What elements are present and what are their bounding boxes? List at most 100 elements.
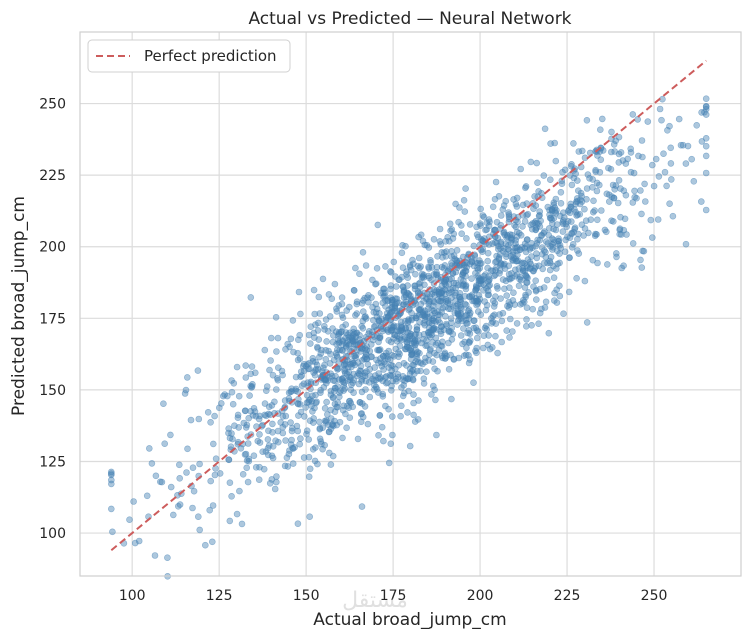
- scatter-point: [108, 476, 115, 484]
- scatter-point: [369, 316, 377, 324]
- scatter-point: [550, 297, 558, 304]
- scatter-point: [461, 208, 469, 215]
- scatter-point: [454, 321, 461, 328]
- scatter-point: [255, 476, 263, 484]
- scatter-point: [331, 377, 339, 385]
- scatter-point: [488, 344, 496, 351]
- scatter-point: [339, 406, 347, 414]
- scatter-point: [319, 445, 326, 453]
- scatter-point: [551, 139, 559, 147]
- scatter-point: [277, 419, 285, 426]
- scatter-point: [247, 294, 255, 301]
- x-tick-label: 175: [380, 588, 407, 604]
- scatter-point: [344, 337, 352, 345]
- scatter-point: [498, 338, 506, 346]
- scatter-point: [484, 264, 491, 272]
- scatter-point: [612, 182, 620, 189]
- scatter-point: [245, 414, 252, 422]
- scatter-point: [449, 284, 457, 292]
- scatter-point: [578, 147, 586, 155]
- scatter-point: [245, 457, 253, 465]
- scatter-point: [196, 460, 203, 468]
- scatter-point: [279, 371, 286, 379]
- scatter-point: [288, 424, 296, 432]
- scatter-point: [432, 271, 440, 279]
- scatter-point: [688, 155, 696, 163]
- scatter-point: [204, 408, 212, 416]
- scatter-point: [229, 400, 237, 408]
- scatter-point: [194, 367, 202, 374]
- scatter-point: [399, 283, 407, 291]
- scatter-point: [470, 242, 478, 250]
- scatter-point: [371, 386, 378, 393]
- scatter-point: [655, 173, 663, 180]
- scatter-point: [480, 272, 488, 280]
- scatter-point: [491, 311, 498, 319]
- scatter-point: [465, 326, 473, 334]
- scatter-point: [282, 412, 290, 420]
- scatter-point: [452, 268, 460, 276]
- scatter-point: [311, 310, 319, 318]
- scatter-point: [343, 307, 351, 314]
- scatter-point: [392, 283, 400, 290]
- scatter-point: [274, 427, 282, 435]
- scatter-point: [477, 222, 484, 229]
- scatter-point: [397, 322, 405, 330]
- plot-frame: [79, 31, 742, 577]
- scatter-point: [519, 201, 527, 209]
- scatter-point: [358, 356, 366, 364]
- scatter-point: [586, 175, 593, 182]
- scatter-point: [561, 248, 569, 255]
- scatter-point: [390, 258, 398, 266]
- scatter-point: [455, 354, 463, 362]
- scatter-point: [370, 323, 378, 331]
- scatter-point: [559, 228, 567, 235]
- scatter-point: [272, 313, 280, 321]
- scatter-point: [274, 376, 282, 384]
- scatter-point: [532, 286, 540, 294]
- scatter-point: [540, 259, 548, 267]
- scatter-point: [209, 502, 217, 509]
- scatter-point: [522, 291, 529, 299]
- scatter-point: [565, 288, 573, 296]
- scatter-point: [267, 357, 274, 364]
- scatter-point: [551, 289, 558, 297]
- scatter-point: [379, 352, 387, 360]
- scatter-point: [477, 260, 485, 267]
- scatter-point: [675, 115, 683, 123]
- scatter-point: [261, 411, 269, 419]
- legend-label-perfect-prediction: Perfect prediction: [144, 47, 277, 65]
- scatter-point: [294, 388, 301, 395]
- scatter-point: [461, 338, 468, 346]
- scatter-point: [476, 264, 484, 272]
- scatter-point: [571, 224, 579, 231]
- scatter-point: [463, 235, 470, 242]
- scatter-point: [365, 327, 373, 335]
- scatter-point: [417, 300, 425, 308]
- legend-box: [87, 39, 291, 73]
- scatter-point: [233, 510, 241, 518]
- scatter-point: [287, 441, 295, 448]
- scatter-point: [568, 230, 576, 238]
- scatter-point: [465, 315, 473, 323]
- scatter-point: [503, 327, 511, 334]
- scatter-point: [637, 256, 644, 264]
- scatter-point: [323, 338, 330, 345]
- scatter-point: [265, 427, 272, 435]
- scatter-point: [350, 287, 358, 294]
- scatter-point: [353, 300, 361, 308]
- scatter-point: [532, 296, 540, 303]
- y-tick-label: 225: [39, 168, 66, 184]
- scatter-point: [448, 253, 455, 260]
- scatter-point: [447, 315, 455, 322]
- scatter-point: [236, 487, 243, 495]
- scatter-point: [690, 178, 698, 185]
- scatter-point: [533, 159, 541, 167]
- scatter-point: [429, 339, 437, 346]
- x-tick-label: 250: [641, 588, 668, 604]
- scatter-point: [552, 195, 560, 203]
- scatter-point: [567, 200, 575, 208]
- scatter-point: [523, 212, 531, 219]
- scatter-point: [269, 371, 277, 379]
